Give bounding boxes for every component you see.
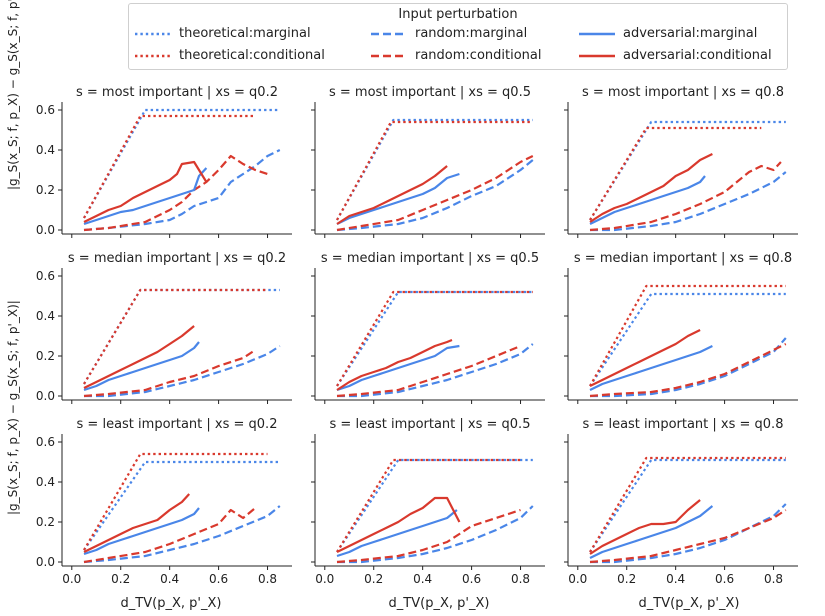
x-tick-label: 0.6	[462, 572, 481, 586]
y-tick-label: 0.0	[36, 223, 55, 237]
series-line-random-marginal	[590, 172, 786, 230]
x-tick-label: 0.2	[111, 572, 130, 586]
series-line-random-marginal	[337, 160, 533, 230]
y-tick-label: 0.6	[36, 103, 55, 117]
series-line-random-conditional	[590, 510, 786, 562]
subplot-title: s = median important | xs = q0.8	[574, 251, 792, 266]
y-tick-label: 0.0	[36, 389, 55, 403]
x-tick-label: 0.0	[62, 572, 81, 586]
series-line-adversarial-marginal	[590, 506, 712, 558]
x-tick-label: 0.6	[209, 572, 228, 586]
subplot-9: s = least important | xs = q0.8 0.0 0.2 0.4…	[564, 417, 798, 586]
series-line-random-marginal	[84, 506, 280, 562]
series-line-theoretical-conditional	[84, 454, 268, 550]
series-line-random-conditional	[84, 508, 255, 562]
y-tick-label: 0.4	[36, 475, 55, 489]
series-line-random-conditional	[84, 156, 268, 230]
subplot-6: s = median important | xs = q0.8	[564, 251, 798, 404]
series-line-random-conditional	[590, 344, 786, 396]
series-line-theoretical-conditional	[84, 116, 255, 218]
series-line-theoretical-conditional	[337, 292, 533, 386]
subplot-2: s = most important | xs = q0.5	[311, 85, 545, 238]
series-line-random-conditional	[84, 350, 255, 396]
series-line-adversarial-marginal	[337, 346, 459, 390]
subplot-title: s = most important | xs = q0.5	[329, 85, 531, 100]
series-line-adversarial-conditional	[337, 166, 447, 224]
subplot-title: s = median important | xs = q0.5	[321, 251, 539, 266]
series-line-adversarial-marginal	[337, 174, 459, 224]
subplot-title: s = least important | xs = q0.8	[583, 417, 784, 432]
x-tick-label: 0.4	[666, 572, 685, 586]
series-line-random-marginal	[337, 344, 533, 396]
series-line-theoretical-conditional	[84, 290, 268, 384]
x-tick-label: 0.8	[511, 572, 530, 586]
y-tick-label: 0.2	[36, 183, 55, 197]
subplot-title: s = most important | xs = q0.2	[76, 85, 278, 100]
series-line-adversarial-conditional	[590, 154, 712, 222]
subplot-8: s = least important | xs = q0.5 0.0 0.2 0.4…	[311, 417, 545, 586]
x-tick-label: 0.8	[764, 572, 783, 586]
y-tick-label: 0.6	[36, 269, 55, 283]
x-tick-label: 0.4	[160, 572, 179, 586]
series-line-adversarial-marginal	[590, 176, 705, 224]
subplot-3: s = most important | xs = q0.8	[564, 85, 798, 238]
subplot-title: s = least important | xs = q0.2	[77, 417, 278, 432]
series-line-random-conditional	[337, 346, 521, 396]
series-line-random-marginal	[590, 504, 786, 562]
subplot-7: s = least important | xs = q0.2 0.0 0.2 0.4…	[36, 417, 292, 586]
x-tick-label: 0.0	[568, 572, 587, 586]
x-tick-label: 0.2	[364, 572, 383, 586]
x-tick-label: 0.4	[413, 572, 432, 586]
subplot-title: s = most important | xs = q0.8	[582, 85, 784, 100]
series-line-theoretical-conditional	[590, 128, 761, 220]
series-line-random-conditional	[337, 510, 521, 562]
y-tick-label: 0.2	[36, 515, 55, 529]
y-tick-label: 0.2	[36, 349, 55, 363]
y-tick-label: 0.0	[36, 555, 55, 569]
subplot-1: s = most important | xs = q0.2 0.0 0.2 0.4 0…	[36, 85, 292, 238]
series-line-adversarial-conditional	[590, 500, 700, 554]
y-tick-label: 0.4	[36, 143, 55, 157]
subplot-title: s = least important | xs = q0.5	[330, 417, 531, 432]
subplot-5: s = median important | xs = q0.5	[311, 251, 545, 404]
y-tick-label: 0.6	[36, 435, 55, 449]
y-tick-label: 0.4	[36, 309, 55, 323]
series-line-random-marginal	[84, 150, 280, 230]
subplot-4: s = median important | xs = q0.2 0.0 0.2 0.…	[36, 251, 292, 404]
x-tick-label: 0.8	[258, 572, 277, 586]
x-tick-label: 0.6	[715, 572, 734, 586]
series-line-random-marginal	[337, 506, 533, 562]
x-tick-label: 0.2	[617, 572, 636, 586]
series-line-random-marginal	[590, 338, 786, 396]
x-tick-label: 0.0	[315, 572, 334, 586]
subplot-title: s = median important | xs = q0.2	[68, 251, 286, 266]
